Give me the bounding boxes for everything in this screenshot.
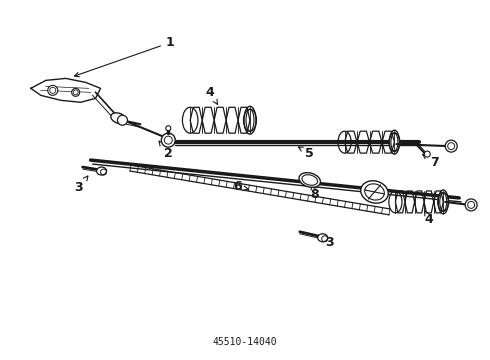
Text: 45510-14040: 45510-14040 bbox=[213, 337, 277, 347]
Ellipse shape bbox=[299, 173, 320, 187]
Circle shape bbox=[72, 88, 80, 96]
Text: 2: 2 bbox=[159, 141, 172, 159]
Circle shape bbox=[424, 151, 430, 157]
Polygon shape bbox=[31, 78, 100, 102]
Text: 4: 4 bbox=[206, 86, 218, 104]
Ellipse shape bbox=[318, 234, 328, 242]
Circle shape bbox=[161, 133, 175, 147]
Text: 3: 3 bbox=[319, 236, 334, 249]
Circle shape bbox=[465, 199, 477, 211]
Text: 4: 4 bbox=[425, 211, 434, 226]
Circle shape bbox=[445, 140, 457, 152]
Ellipse shape bbox=[111, 113, 126, 123]
Circle shape bbox=[166, 126, 171, 131]
Text: 7: 7 bbox=[423, 154, 439, 168]
Text: 5: 5 bbox=[298, 147, 314, 159]
Ellipse shape bbox=[438, 190, 448, 214]
Circle shape bbox=[118, 115, 127, 125]
Ellipse shape bbox=[390, 130, 399, 154]
Ellipse shape bbox=[361, 181, 388, 203]
Text: 8: 8 bbox=[311, 185, 319, 202]
Text: 6: 6 bbox=[234, 180, 248, 193]
Ellipse shape bbox=[244, 106, 256, 134]
Circle shape bbox=[48, 85, 58, 95]
Text: 3: 3 bbox=[74, 176, 88, 194]
Text: 1: 1 bbox=[74, 36, 174, 77]
Ellipse shape bbox=[97, 167, 106, 175]
